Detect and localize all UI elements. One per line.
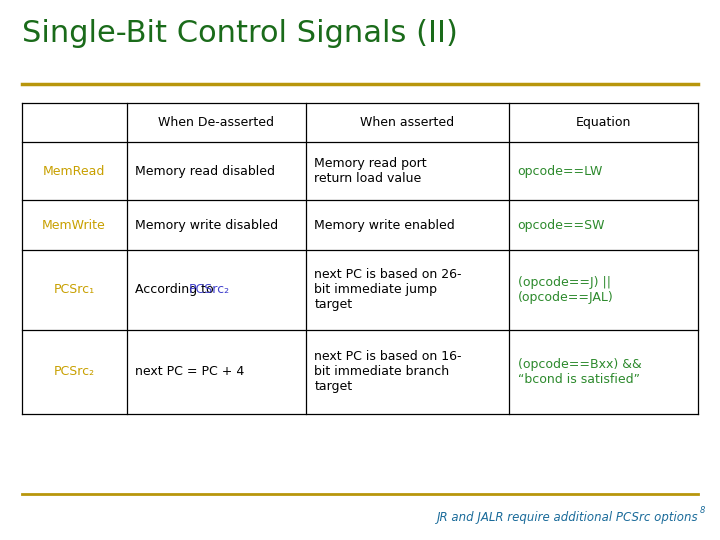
Text: Memory write disabled: Memory write disabled xyxy=(135,219,278,232)
Text: next PC is based on 16-
bit immediate branch
target: next PC is based on 16- bit immediate br… xyxy=(315,350,462,393)
Text: MemWrite: MemWrite xyxy=(42,219,106,232)
Text: opcode==LW: opcode==LW xyxy=(518,165,603,178)
Text: When asserted: When asserted xyxy=(360,116,454,129)
Text: PCSrc₂: PCSrc₂ xyxy=(189,284,230,296)
Text: Single-Bit Control Signals (II): Single-Bit Control Signals (II) xyxy=(22,19,457,48)
Text: When De-asserted: When De-asserted xyxy=(158,116,274,129)
Text: 8: 8 xyxy=(700,506,705,515)
Text: Memory write enabled: Memory write enabled xyxy=(315,219,455,232)
Text: opcode==SW: opcode==SW xyxy=(518,219,605,232)
Text: PCSrc₂: PCSrc₂ xyxy=(53,365,94,379)
Text: MemRead: MemRead xyxy=(43,165,105,178)
Text: JR and JALR require additional PCSrc options: JR and JALR require additional PCSrc opt… xyxy=(437,511,698,524)
Text: According to: According to xyxy=(135,284,217,296)
Text: (opcode==Bxx) &&
“bcond is satisfied”: (opcode==Bxx) && “bcond is satisfied” xyxy=(518,358,642,386)
Text: Memory read disabled: Memory read disabled xyxy=(135,165,275,178)
Text: next PC is based on 26-
bit immediate jump
target: next PC is based on 26- bit immediate ju… xyxy=(315,268,462,312)
Text: next PC = PC + 4: next PC = PC + 4 xyxy=(135,365,244,379)
Text: PCSrc₁: PCSrc₁ xyxy=(53,284,94,296)
Text: Memory read port
return load value: Memory read port return load value xyxy=(315,157,427,185)
Text: (opcode==J) ||
(opcode==JAL): (opcode==J) || (opcode==JAL) xyxy=(518,276,613,304)
Text: Equation: Equation xyxy=(576,116,631,129)
